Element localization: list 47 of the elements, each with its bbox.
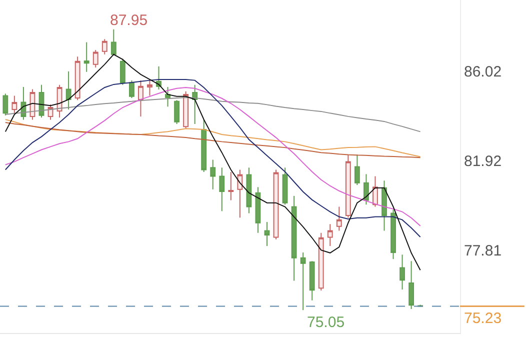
candlestick <box>138 80 144 117</box>
candlestick <box>408 260 414 310</box>
candlestick <box>282 167 288 206</box>
candlestick <box>165 86 170 108</box>
candlestick <box>128 80 134 98</box>
candlestick <box>336 206 342 232</box>
candlestick <box>174 100 180 125</box>
line-series <box>4 54 421 271</box>
candlestick <box>92 50 98 68</box>
y-tick-label: 77.81 <box>464 242 502 260</box>
line-series <box>4 97 421 132</box>
y-tick-label: 81.92 <box>464 152 502 170</box>
candlestick <box>309 260 315 301</box>
candlestick <box>219 167 225 212</box>
candlestick <box>66 70 72 110</box>
candlestick <box>291 195 297 282</box>
candlestick <box>255 186 261 234</box>
candlestick <box>363 174 369 206</box>
candlestick <box>300 252 306 311</box>
candlestick <box>273 169 279 240</box>
candlestick <box>102 38 108 55</box>
candlestick <box>327 224 333 246</box>
candlestick <box>74 56 80 101</box>
candlestick <box>354 154 360 186</box>
candlestick <box>110 28 116 56</box>
annotation: 87.95 <box>110 12 148 29</box>
candlestick <box>183 90 189 129</box>
candlestick <box>264 222 270 246</box>
candlestick <box>228 171 234 201</box>
candlestick <box>390 209 396 260</box>
candlestick <box>201 119 207 172</box>
candlestick <box>12 95 18 114</box>
candlestick <box>2 93 8 116</box>
candlestick <box>246 167 252 214</box>
candlestick <box>237 169 243 218</box>
candlestick <box>210 159 216 190</box>
y-tick-label: 86.02 <box>464 64 502 81</box>
candlestick <box>120 58 126 86</box>
candlestick <box>84 42 90 72</box>
annotation: 75.05 <box>307 314 345 331</box>
ref-line-label: 75.23 <box>464 310 502 327</box>
candlestick <box>345 154 351 218</box>
candlestick <box>382 180 387 232</box>
candlestick <box>318 232 324 292</box>
candlestick <box>400 254 405 290</box>
candlestick <box>156 66 162 90</box>
candlestick <box>147 80 152 96</box>
